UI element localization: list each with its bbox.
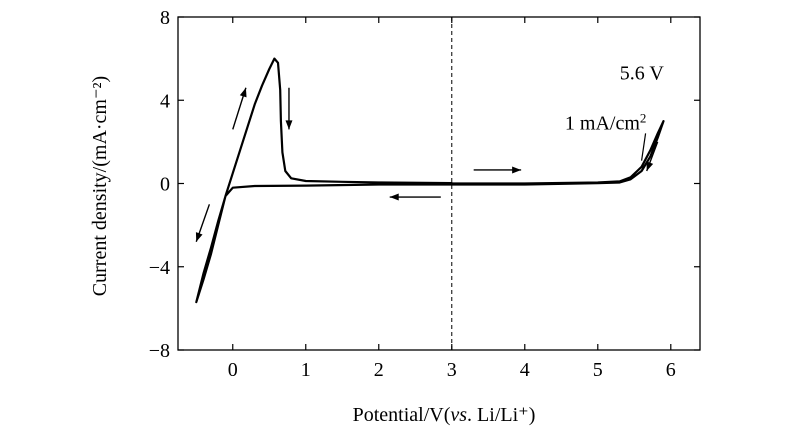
x-tick-label: 4 (520, 359, 530, 381)
direction-arrow-head (512, 166, 522, 174)
direction-arrow (195, 204, 211, 243)
direction-arrow (232, 87, 247, 130)
y-tick-label: −8 (149, 340, 170, 362)
x-tick-label: 6 (666, 359, 676, 381)
direction-arrow-head (646, 161, 654, 172)
annotation-label: 5.6 V (620, 62, 665, 84)
direction-arrow-head (285, 120, 293, 130)
direction-arrow-head (195, 232, 203, 242)
cv-curve (195, 57, 665, 304)
x-tick-label: 2 (374, 359, 384, 381)
y-tick-label: 0 (160, 174, 170, 196)
x-tick-label: 3 (447, 359, 457, 381)
direction-arrow-head (239, 87, 247, 98)
y-tick-label: 4 (160, 90, 170, 112)
series-group (195, 57, 665, 304)
x-tick-label: 5 (593, 359, 603, 381)
x-tick-label: 1 (301, 359, 311, 381)
direction-arrow (473, 166, 522, 174)
y-tick-label: −4 (149, 257, 170, 279)
x-axis-ticks: 0 1 2 3 4 5 6 (228, 17, 676, 381)
direction-arrow (389, 193, 441, 201)
annotation-leader (641, 133, 647, 161)
y-tick-label: 8 (160, 7, 170, 29)
direction-arrows (195, 87, 659, 243)
direction-arrow (285, 87, 293, 130)
annotation-label: 1 mA/cm2 (565, 110, 647, 134)
x-tick-label: 0 (228, 359, 238, 381)
annotations: 5.6 V 1 mA/cm2 (565, 62, 665, 161)
direction-arrow (646, 141, 659, 172)
direction-arrow-head (389, 193, 399, 201)
x-axis-title: Potential/V(vs. Li/Li⁺) (353, 404, 536, 426)
y-axis-ticks: −8 −4 0 4 8 (149, 7, 700, 362)
y-axis-title: Current density/(mA·cm⁻²) (89, 76, 111, 296)
